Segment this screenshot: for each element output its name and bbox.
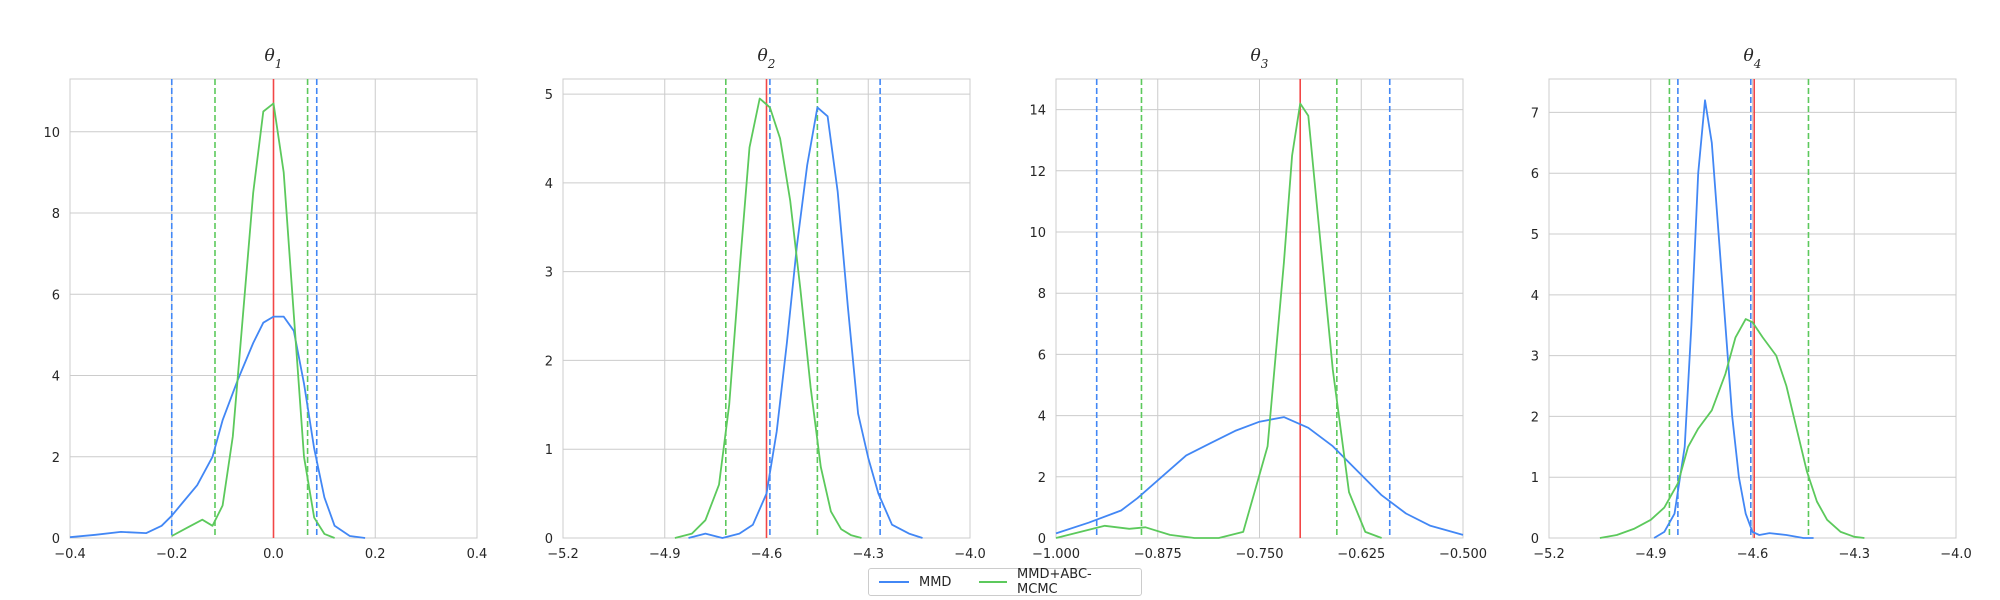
panel-2-ytick-label-1: 1 <box>545 443 553 458</box>
panel-1-xtick-label-1: −0.2 <box>156 547 188 562</box>
panel-3-xtick-label-1: −0.875 <box>1134 547 1182 562</box>
panel-4-xtick-label-4: −4.0 <box>1940 547 1972 562</box>
panel-4-frame <box>1548 78 1957 539</box>
panel-2-ytick-label-2: 2 <box>545 354 553 369</box>
panel-3-series-mmd-line <box>1055 416 1464 536</box>
panel-1-ytick-label-2: 4 <box>52 370 60 385</box>
panel-2-ytick-label-5: 5 <box>545 88 553 103</box>
panel-1-ytick-label-1: 2 <box>52 451 60 466</box>
panel-4-xtick-label-0: −5.2 <box>1533 547 1565 562</box>
panel-3: θ3 −1.000 −0.875 −0.750 −0.625 −0.500 0 2 4 6 8 10… <box>1029 46 1487 562</box>
panel-2-xtick-label-4: −4.0 <box>954 547 986 562</box>
panel-1-ytick-label-5: 10 <box>43 126 60 141</box>
panel-4-xtick-label-1: −4.9 <box>1635 547 1667 562</box>
panel-3-ytick-label-2: 4 <box>1038 410 1046 425</box>
panel-1-title: θ1 <box>265 46 283 71</box>
panel-3-frame <box>1055 78 1464 539</box>
panel-4-ytick-label-7: 7 <box>1531 106 1539 121</box>
panel-3-series-mmd-abc-mcmc-line <box>1055 102 1382 539</box>
panel-1-ytick-label-4: 8 <box>52 207 60 222</box>
panel-4-ytick-label-4: 4 <box>1531 289 1539 304</box>
panel-2-series-mmd-abc-mcmc-line <box>674 97 862 539</box>
panel-3-xtick-label-4: −0.500 <box>1439 547 1487 562</box>
panel-3-title: θ3 <box>1251 46 1269 71</box>
panel-4-ytick-label-2: 2 <box>1531 410 1539 425</box>
panel-3-ytick-label-3: 6 <box>1038 348 1046 363</box>
panel-4-ytick-label-0: 0 <box>1531 532 1539 547</box>
panel-3-xtick-label-2: −0.750 <box>1235 547 1283 562</box>
panel-3-ytick-label-0: 0 <box>1038 532 1046 547</box>
panel-2-ytick-label-0: 0 <box>545 532 553 547</box>
panel-3-ytick-label-4: 8 <box>1038 287 1046 302</box>
panel-1-xtick-label-3: 0.2 <box>365 547 386 562</box>
legend-swatch-mmd-abc-mcmc <box>979 581 1008 583</box>
panel-3-plot-area: −1.000 −0.875 −0.750 −0.625 −0.500 0 2 4 6 8 10 12 1… <box>1029 78 1487 562</box>
panel-2-title: θ2 <box>758 46 776 71</box>
panel-3-ytick-label-1: 2 <box>1038 471 1046 486</box>
panel-1-ytick-label-3: 6 <box>52 288 60 303</box>
panel-3-xtick-label-0: −1.000 <box>1032 547 1080 562</box>
panel-1-series-mmd-abc-mcmc-line <box>171 102 335 539</box>
panel-4-series-mmd-abc-mcmc-line <box>1599 318 1865 539</box>
legend: MMD MMD+ABC-MCMC <box>868 567 1142 597</box>
panel-4-title: θ4 <box>1744 46 1762 71</box>
panel-4-xtick-label-2: −4.6 <box>1737 547 1769 562</box>
legend-swatch-mmd <box>879 581 909 583</box>
panel-2: θ2 −5.2 −4.9 −4.6 −4.3 −4.0 0 1 2 3 4 5 <box>545 46 986 562</box>
panel-2-xtick-label-3: −4.3 <box>852 547 884 562</box>
panel-1-series-mmd-line <box>69 315 366 539</box>
panel-1-plot-area: −0.4 −0.2 0.0 0.2 0.4 0 2 4 6 8 10 <box>43 78 488 562</box>
panel-2-ytick-label-4: 4 <box>545 177 553 192</box>
legend-item-mmd-abc-mcmc: MMD+ABC-MCMC <box>979 567 1123 597</box>
panel-1-xtick-label-0: −0.4 <box>54 547 86 562</box>
panel-1-xtick-label-4: 0.4 <box>467 547 488 562</box>
panel-4-ytick-label-1: 1 <box>1531 471 1539 486</box>
panel-2-plot-area: −5.2 −4.9 −4.6 −4.3 −4.0 0 1 2 3 4 5 <box>545 78 986 562</box>
panel-1: θ1 −0.4 −0.2 0.0 0.2 0.4 0 2 4 6 8 10 <box>43 46 487 562</box>
panel-3-ytick-label-5: 10 <box>1029 226 1046 241</box>
panel-4-series-mmd-line <box>1653 99 1814 539</box>
panel-3-ytick-label-7: 14 <box>1029 104 1046 119</box>
panel-4-xtick-label-3: −4.3 <box>1838 547 1870 562</box>
panel-2-ytick-label-3: 3 <box>545 266 553 281</box>
panel-4-ytick-label-5: 5 <box>1531 228 1539 243</box>
panel-2-xtick-label-2: −4.6 <box>751 547 783 562</box>
panel-3-xtick-label-3: −0.625 <box>1337 547 1385 562</box>
legend-item-mmd: MMD <box>879 575 951 590</box>
panel-1-ytick-label-0: 0 <box>52 532 60 547</box>
panel-4-ytick-label-3: 3 <box>1531 350 1539 365</box>
panel-4: θ4 −5.2 −4.9 −4.6 −4.3 −4.0 0 1 2 3 4 5 6 7 <box>1531 46 1972 562</box>
panel-4-plot-area: −5.2 −4.9 −4.6 −4.3 −4.0 0 1 2 3 4 5 6 7 <box>1531 78 1972 562</box>
legend-label-mmd: MMD <box>919 574 952 590</box>
panel-4-ytick-label-6: 6 <box>1531 167 1539 182</box>
legend-label-mmd-abc-mcmc: MMD+ABC-MCMC <box>1017 567 1092 597</box>
panel-2-series-mmd-line <box>688 106 923 539</box>
panel-1-xtick-label-2: 0.0 <box>263 547 284 562</box>
panel-2-xtick-label-0: −5.2 <box>547 547 579 562</box>
panel-2-xtick-label-1: −4.9 <box>649 547 681 562</box>
panel-3-ytick-label-6: 12 <box>1029 165 1046 180</box>
